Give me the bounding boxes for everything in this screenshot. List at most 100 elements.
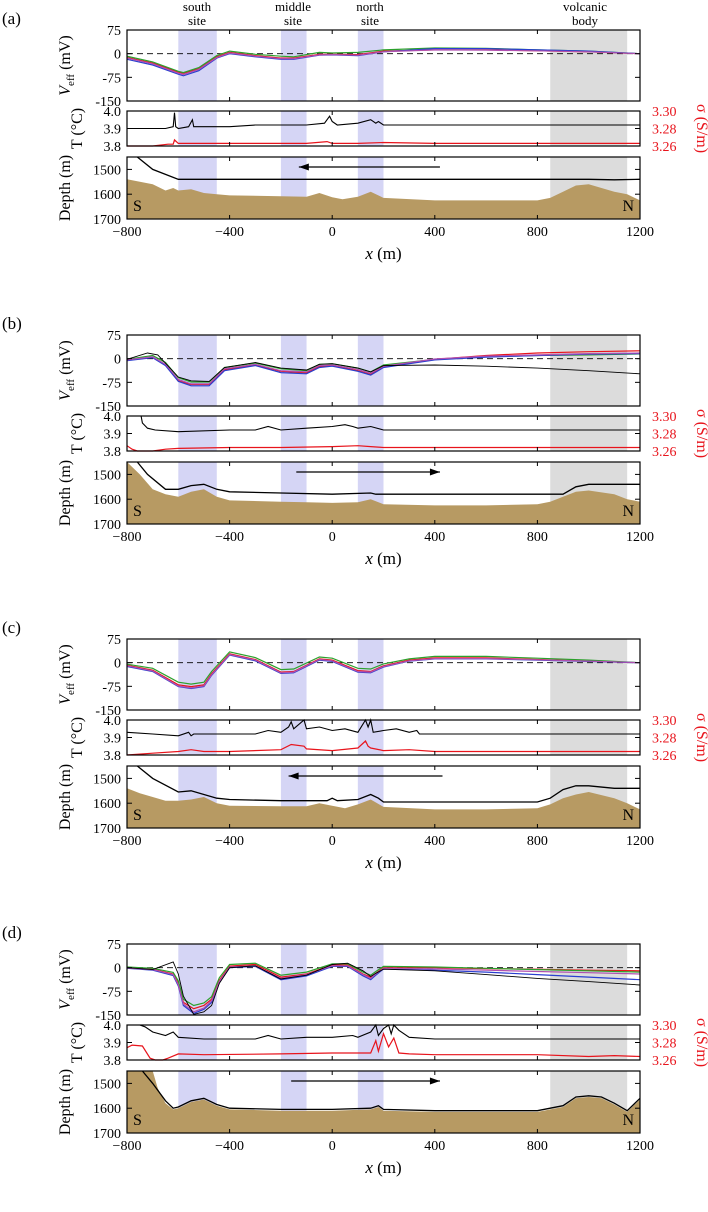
- conductivity-tick-label: 3.26: [652, 140, 677, 155]
- temperature-tick-label: 4.0: [104, 1019, 122, 1034]
- panel-1: (b) 75 0 -75 -150 Veff (mV) 4.0 3.9 3.8 3.30 3.28 3…: [2, 314, 708, 568]
- conductivity-tick-label: 3.26: [652, 749, 677, 764]
- x-tick-label: 0: [329, 225, 336, 240]
- voltage-series-black: [126, 352, 641, 382]
- conductivity-tick-label: 3.28: [652, 123, 677, 138]
- panel-letter: (c): [2, 618, 21, 637]
- north-site-label-line1: north: [356, 0, 384, 14]
- conductivity-tick-label: 3.30: [652, 1019, 677, 1034]
- depth-tick-label: 1700: [93, 822, 121, 837]
- site-band: [357, 416, 384, 451]
- panel-letter: (b): [2, 314, 22, 333]
- voltage-series-green: [126, 962, 641, 1007]
- x-tick-label: −800: [113, 1139, 142, 1154]
- volcanic-body-label-line2: body: [572, 13, 599, 28]
- site-band: [357, 1025, 384, 1060]
- north-end-label: N: [622, 1112, 634, 1129]
- voltage-frame: [126, 334, 641, 407]
- voltage-series-blue: [126, 353, 641, 387]
- voltage-series-black: [126, 961, 641, 1015]
- north-end-label: N: [622, 503, 634, 520]
- temperature-axis-label: T (°C): [69, 717, 86, 758]
- temperature-tick-label: 3.9: [104, 732, 122, 747]
- voltage-tick-label: 75: [107, 329, 121, 344]
- depth-tick-label: 1500: [93, 772, 121, 787]
- x-tick-label: 800: [527, 530, 548, 545]
- depth-tick-label: 1700: [93, 1127, 121, 1142]
- temperature-tick-label: 3.9: [104, 428, 122, 443]
- x-tick-label: 0: [329, 834, 336, 849]
- x-tick-label: 400: [424, 225, 445, 240]
- conductivity-tick-label: 3.28: [652, 1037, 677, 1052]
- site-band: [280, 1025, 307, 1060]
- voltage-tick-label: -150: [95, 704, 121, 719]
- volcanic-band: [550, 1025, 628, 1060]
- volcanic-body-label-line1: volcanic: [563, 0, 607, 14]
- voltage-tick-label: -75: [102, 985, 121, 1000]
- depth-tick-label: 1500: [93, 1077, 121, 1092]
- depth-tick-label: 1600: [93, 797, 121, 812]
- voltage-series-purple: [126, 653, 641, 689]
- site-band: [280, 416, 307, 451]
- north-end-label: N: [622, 198, 634, 215]
- site-band: [357, 111, 384, 146]
- temperature-tick-label: 3.9: [104, 123, 122, 138]
- vehicle-track-line: [136, 461, 640, 495]
- voltage-axis-label: Veff (mV): [57, 340, 77, 400]
- voltage-series-purple: [126, 49, 641, 76]
- x-tick-label: −400: [215, 225, 244, 240]
- x-tick-label: 1200: [626, 834, 654, 849]
- panel-letter: (a): [2, 9, 21, 28]
- voltage-tick-label: 0: [114, 657, 121, 672]
- direction-arrow-head: [288, 772, 299, 780]
- south-end-label: S: [133, 807, 142, 824]
- conductivity-tick-label: 3.26: [652, 445, 677, 460]
- x-tick-label: 1200: [626, 225, 654, 240]
- direction-arrow-head: [298, 163, 309, 171]
- conductivity-tick-label: 3.30: [652, 714, 677, 729]
- voltage-tick-label: 75: [107, 633, 121, 648]
- x-axis-label: x (m): [364, 244, 401, 263]
- voltage-series-purple: [126, 352, 641, 385]
- x-tick-label: 800: [527, 1139, 548, 1154]
- south-site-label-line1: south: [183, 0, 212, 14]
- panel-0: (a) 75 0 -75 -150 Veff (mV) 4.0 3.9 3.8 3.30 3.28 3…: [2, 9, 708, 263]
- seafloor-area: [127, 788, 640, 828]
- voltage-frame: [126, 638, 641, 711]
- voltage-tick-label: 0: [114, 353, 121, 368]
- temperature-line: [127, 112, 640, 130]
- volcanic-band: [550, 30, 628, 101]
- temperature-axis-label: T (°C): [69, 108, 86, 149]
- site-band: [178, 416, 217, 451]
- depth-axis-label: Depth (m): [57, 1069, 74, 1135]
- vehicle-track-line: [141, 1070, 641, 1112]
- conductivity-axis-label: σ (S/m): [693, 1018, 708, 1067]
- x-tick-label: 1200: [626, 530, 654, 545]
- temperature-line: [127, 415, 640, 433]
- temperature-tick-label: 3.8: [104, 749, 122, 764]
- seafloor-area: [127, 179, 640, 219]
- conductivity-line: [126, 740, 640, 756]
- voltage-tick-label: -150: [95, 400, 121, 415]
- panel-letter: (d): [2, 923, 22, 942]
- temperature-tick-label: 3.9: [104, 1037, 122, 1052]
- depth-tick-label: 1600: [93, 1102, 121, 1117]
- direction-arrow-head: [429, 1077, 440, 1085]
- south-end-label: S: [133, 503, 142, 520]
- site-band: [280, 111, 307, 146]
- voltage-tick-label: -75: [102, 680, 121, 695]
- temperature-tick-label: 3.8: [104, 445, 122, 460]
- site-band: [178, 720, 217, 755]
- site-band: [178, 335, 217, 406]
- conductivity-axis-label: σ (S/m): [693, 104, 708, 153]
- site-band: [280, 30, 307, 101]
- voltage-tick-label: -150: [95, 95, 121, 110]
- voltage-axis-label: Veff (mV): [57, 35, 77, 95]
- site-band: [280, 720, 307, 755]
- panel-2: (c) 75 0 -75 -150 Veff (mV) 4.0 3.9 3.8 3.30 3.28 3…: [2, 618, 708, 872]
- x-tick-label: 400: [424, 1139, 445, 1154]
- depth-axis-label: Depth (m): [57, 460, 74, 526]
- panel-3: (d) 75 0 -75 -150 Veff (mV) 4.0 3.9 3.8 3.30 3.28 3…: [2, 923, 708, 1177]
- conductivity-axis-label: σ (S/m): [693, 713, 708, 762]
- depth-tick-label: 1700: [93, 518, 121, 533]
